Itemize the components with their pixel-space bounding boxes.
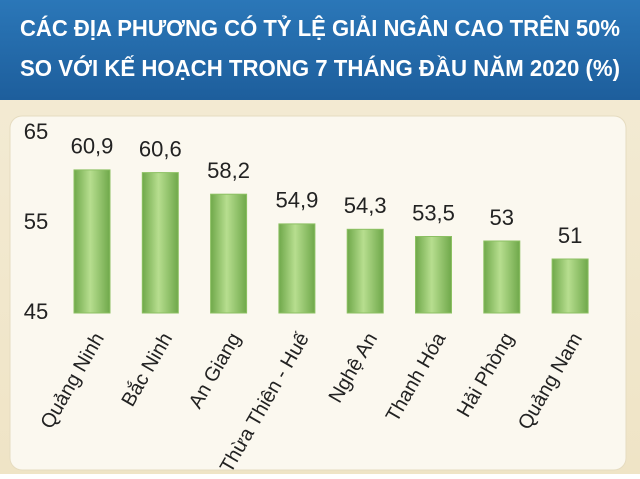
title-banner — [0, 0, 640, 100]
bar — [278, 223, 316, 314]
value-label: 54,3 — [344, 193, 387, 218]
value-label: 51 — [558, 223, 582, 248]
y-tick-label: 65 — [24, 119, 48, 144]
value-label: 54,9 — [275, 188, 318, 213]
y-tick-label: 55 — [24, 209, 48, 234]
bar — [551, 258, 589, 314]
bar — [210, 193, 248, 314]
value-label: 53,5 — [412, 200, 455, 225]
chart-title: SO VỚI KẾ HOẠCH TRONG 7 THÁNG ĐẦU NĂM 20… — [20, 54, 620, 81]
chart-title: CÁC ĐỊA PHƯƠNG CÓ TỶ LỆ GIẢI NGÂN CAO TR… — [20, 13, 620, 41]
value-label: 60,6 — [139, 136, 182, 161]
value-label: 53 — [490, 205, 514, 230]
bar — [346, 228, 384, 314]
bar — [73, 169, 111, 314]
y-tick-label: 45 — [24, 299, 48, 324]
bar — [483, 240, 521, 314]
value-label: 58,2 — [207, 158, 250, 183]
value-label: 60,9 — [71, 134, 114, 159]
bar — [141, 172, 179, 314]
bar — [415, 236, 452, 314]
